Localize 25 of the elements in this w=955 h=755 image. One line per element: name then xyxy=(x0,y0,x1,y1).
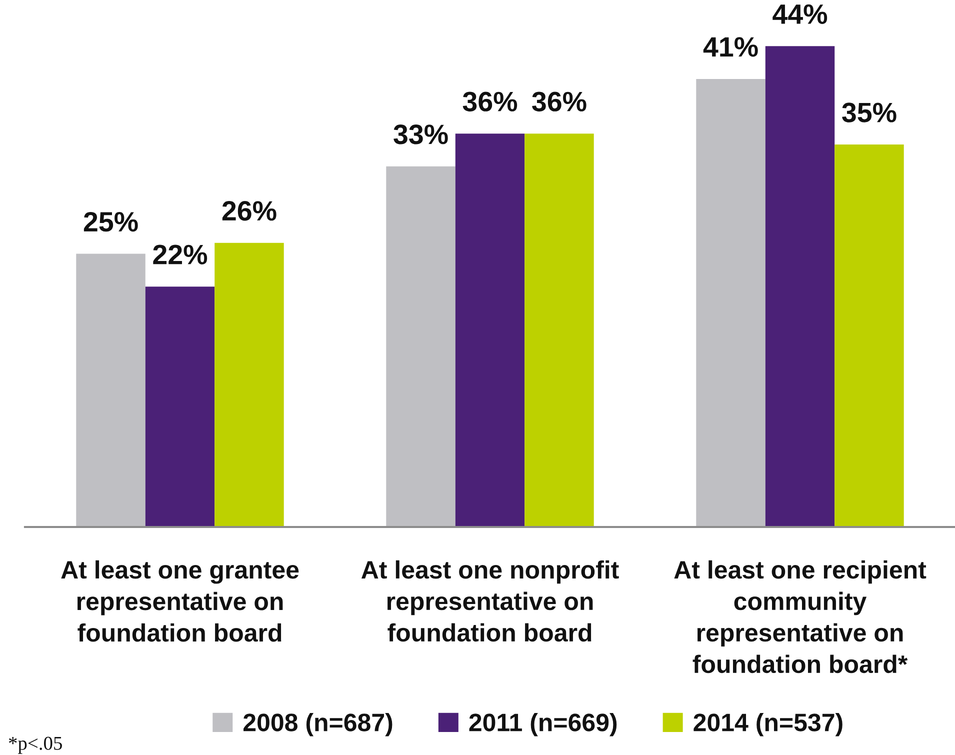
bar xyxy=(696,78,766,527)
data-label: 22% xyxy=(153,244,208,264)
text: *p<.05 xyxy=(8,736,62,754)
bar xyxy=(765,46,835,527)
bar xyxy=(214,242,284,527)
x-tick-label: At least one nonprofit representative on foundation board xyxy=(361,560,619,642)
bar xyxy=(455,134,525,527)
data-label: 36% xyxy=(532,92,586,112)
data-label: 33% xyxy=(394,124,448,144)
data-label: 41% xyxy=(703,37,758,57)
legend-label: 2008 (n=687) xyxy=(244,712,392,736)
x-tick-label: At least one grantee representative on foundation board xyxy=(61,560,299,642)
x-tick-label: At least one recipient community representative on foundation board* xyxy=(674,560,926,674)
data-label: 25% xyxy=(84,212,138,232)
bar xyxy=(386,166,456,527)
data-label: 26% xyxy=(222,201,276,221)
legend-label: 2014 (n=537) xyxy=(694,712,842,736)
data-label: 36% xyxy=(462,92,518,112)
data-label: 35% xyxy=(842,102,896,122)
bar xyxy=(145,286,215,527)
bar xyxy=(524,134,594,527)
bar xyxy=(834,144,904,527)
legend-label: 2011 (n=669) xyxy=(469,712,617,736)
data-label: 44% xyxy=(772,4,828,24)
bar xyxy=(76,254,146,527)
